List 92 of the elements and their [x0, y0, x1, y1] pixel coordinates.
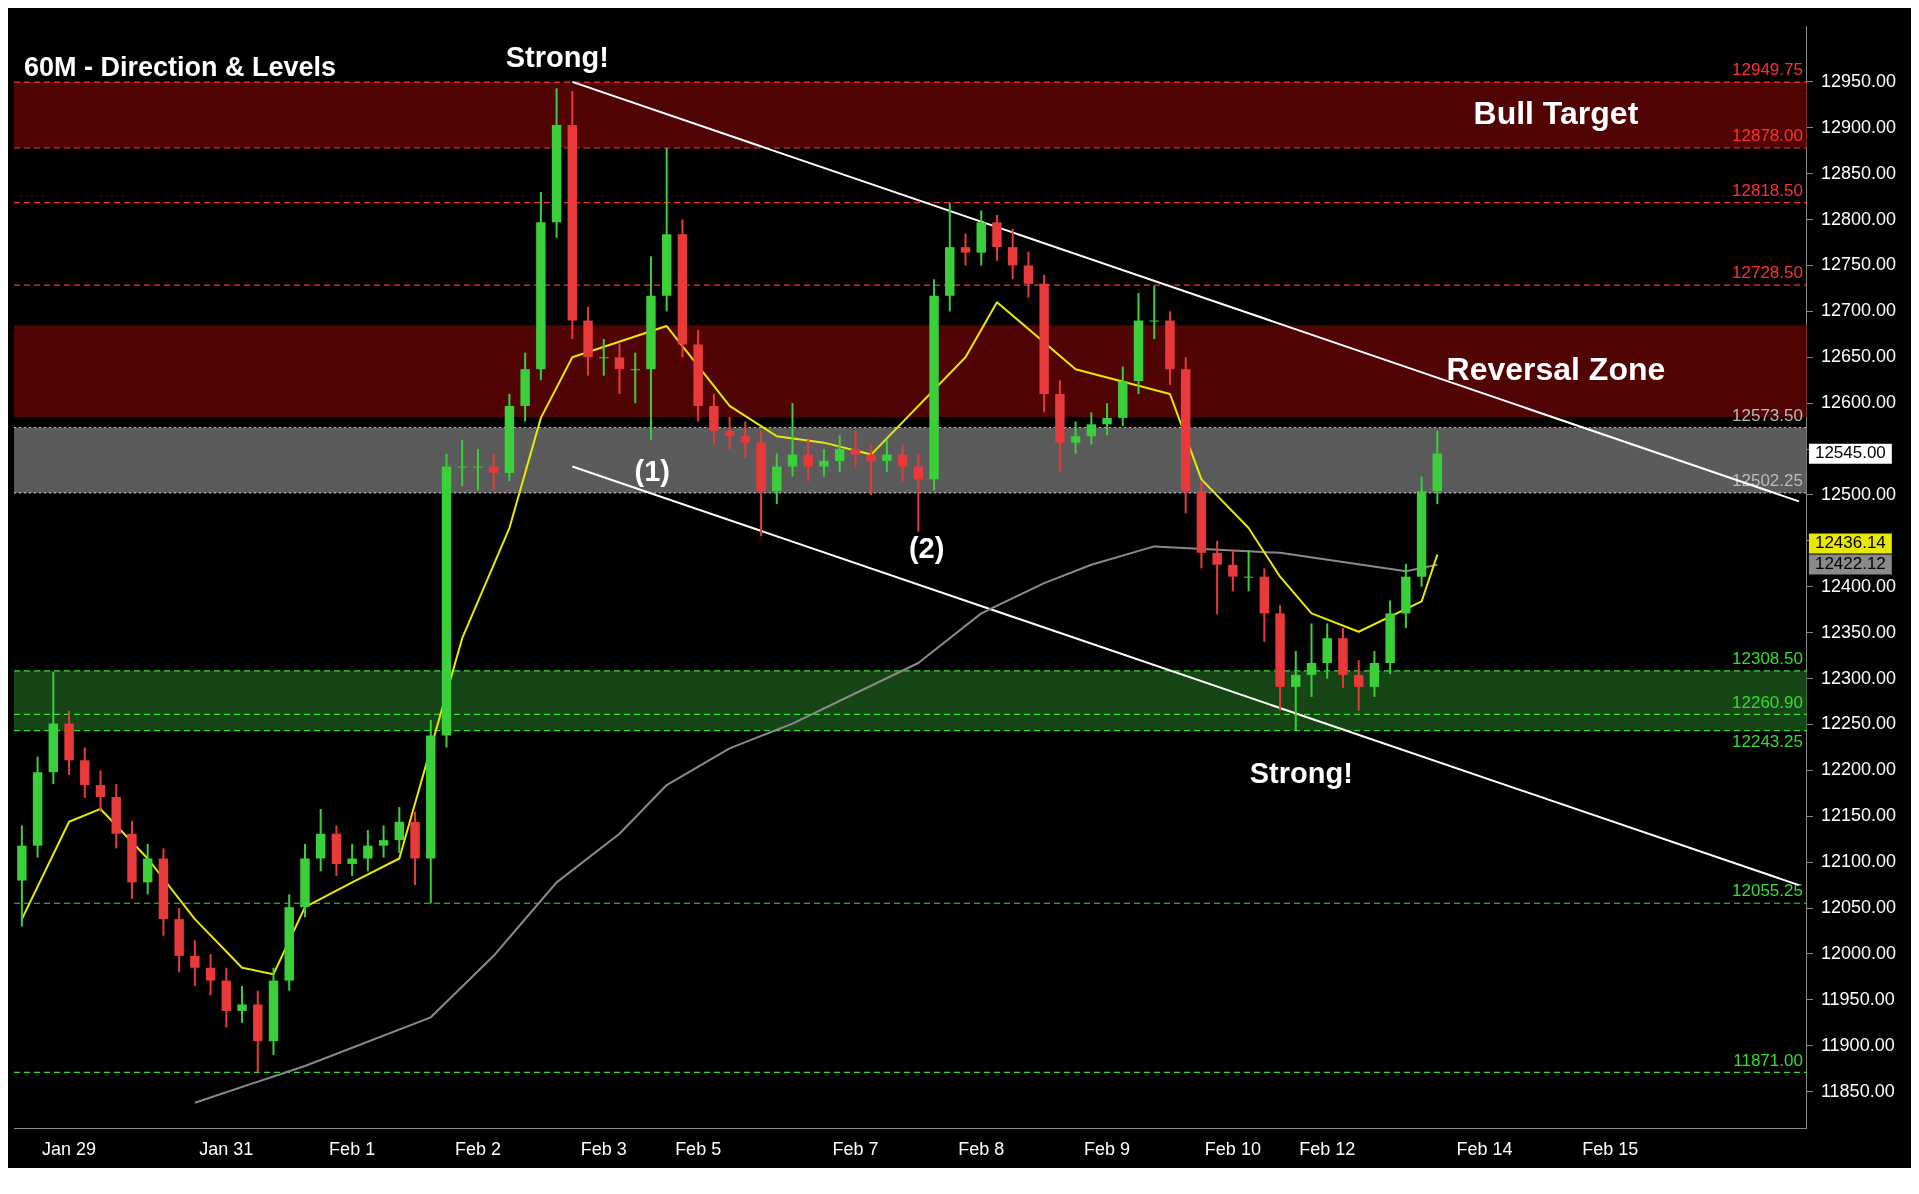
- y-tick-label: 12950.00: [1820, 70, 1896, 91]
- candlestick: [1291, 650, 1301, 731]
- ref-line-label: 12243.25: [1732, 731, 1803, 751]
- y-tick-label: 12300.00: [1820, 667, 1896, 688]
- y-tick-label: 12000.00: [1820, 942, 1896, 963]
- y-tick-label: 12250.00: [1820, 713, 1896, 734]
- x-tick-label: Feb 2: [454, 1139, 501, 1160]
- y-tick-label: 12350.00: [1820, 621, 1896, 642]
- candlestick: [866, 443, 876, 496]
- y-tick-label: 12100.00: [1820, 851, 1896, 872]
- ref-line-label: 12949.75: [1732, 60, 1803, 80]
- candlestick: [205, 952, 216, 997]
- candlestick: [630, 351, 640, 405]
- x-tick-label: Feb 7: [832, 1139, 879, 1160]
- x-tick-label: Feb 5: [675, 1139, 722, 1160]
- candlestick: [740, 420, 751, 460]
- candlestick: [850, 429, 861, 469]
- x-tick-label: Feb 8: [958, 1139, 1005, 1160]
- candlestick: [363, 829, 373, 873]
- candlestick: [394, 806, 405, 854]
- x-tick-label: Jan 29: [42, 1139, 97, 1160]
- y-tick-label: 12050.00: [1820, 897, 1896, 918]
- candlestick: [95, 769, 106, 813]
- ref-line-label: 12728.50: [1732, 263, 1803, 283]
- ref-line-label: 12502.25: [1732, 471, 1803, 491]
- annotation: Strong!: [1249, 756, 1353, 789]
- y-tick-label: 12500.00: [1820, 483, 1896, 504]
- y-tick-label: 12700.00: [1820, 300, 1896, 321]
- candlestick: [1007, 227, 1018, 281]
- candlestick: [1243, 549, 1254, 593]
- y-tick-label: 11850.00: [1820, 1080, 1895, 1101]
- candlestick: [457, 438, 467, 487]
- text: 12436.14: [1814, 533, 1886, 553]
- candlestick: [1070, 420, 1081, 455]
- x-tick-label: Feb 10: [1204, 1139, 1261, 1160]
- band-label: Reversal Zone: [1446, 350, 1666, 387]
- candlestick: [960, 232, 971, 267]
- annotation: (2): [908, 532, 945, 565]
- candlestick: [834, 434, 845, 474]
- text: 60M - Direction & Levels: [24, 51, 337, 82]
- candlestick: [347, 842, 357, 877]
- ref-line-label: 12818.50: [1732, 180, 1803, 200]
- candlestick: [473, 448, 483, 492]
- ref-line-label: 12573.50: [1732, 405, 1803, 425]
- x-tick-label: Feb 12: [1299, 1139, 1356, 1160]
- candlestick: [142, 842, 153, 896]
- candlestick: [1212, 539, 1222, 616]
- candlestick: [1228, 549, 1238, 593]
- y-tick-label: 11900.00: [1820, 1034, 1895, 1055]
- y-tick-label: 12600.00: [1820, 392, 1896, 413]
- candlestick: [1102, 402, 1112, 437]
- candlestick: [1149, 284, 1159, 340]
- band-label: Bull Target: [1473, 94, 1639, 131]
- y-tick-label: 12800.00: [1820, 208, 1896, 229]
- ref-line-label: 11871.00: [1733, 1050, 1803, 1070]
- y-tick-label: 12900.00: [1820, 116, 1896, 137]
- x-tick-label: Feb 9: [1084, 1139, 1131, 1160]
- candlestick: [803, 438, 813, 483]
- candlestick: [1369, 650, 1380, 698]
- text: 12422.12: [1814, 554, 1886, 574]
- y-tick-label: 12400.00: [1820, 575, 1896, 596]
- candlestick: [378, 824, 389, 859]
- ref-line-label: 12878.00: [1732, 126, 1803, 146]
- candlestick: [882, 438, 892, 474]
- x-tick-label: Feb 1: [329, 1139, 376, 1160]
- annotation: Strong!: [505, 40, 609, 73]
- x-tick-label: Jan 31: [199, 1139, 254, 1160]
- annotation: (1): [634, 454, 671, 487]
- candlestick: [237, 985, 247, 1024]
- candlestick: [1306, 622, 1317, 698]
- candlestick: [819, 448, 829, 478]
- y-tick-label: 12200.00: [1820, 759, 1896, 780]
- y-tick-label: 12650.00: [1820, 346, 1896, 367]
- candlestick: [1086, 411, 1097, 446]
- candlestick: [190, 939, 200, 988]
- x-tick-label: Feb 3: [580, 1139, 627, 1160]
- ref-line-label: 12260.90: [1732, 692, 1803, 712]
- ref-line-label: 12308.50: [1732, 648, 1803, 668]
- candlestick: [1353, 659, 1364, 712]
- y-tick-label: 12150.00: [1820, 805, 1896, 826]
- candlestick: [787, 402, 798, 478]
- candlestick: [897, 443, 908, 483]
- candlestick: [1023, 250, 1034, 299]
- ref-line-label: 12055.25: [1732, 881, 1803, 901]
- candlestick: [599, 337, 609, 377]
- y-tick-label: 12850.00: [1820, 162, 1896, 183]
- x-tick-label: Feb 15: [1582, 1139, 1639, 1160]
- candlestick: [614, 342, 625, 395]
- y-tick-label: 11950.00: [1820, 988, 1895, 1009]
- text: 12545.00: [1814, 443, 1886, 463]
- y-tick-label: 12750.00: [1820, 254, 1896, 275]
- x-tick-label: Feb 14: [1456, 1139, 1513, 1160]
